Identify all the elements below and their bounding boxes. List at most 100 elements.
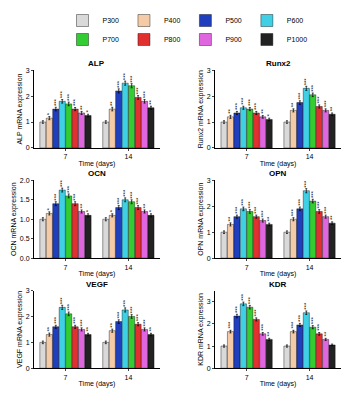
svg-text:***: *** [66, 93, 72, 101]
svg-text:***: *** [142, 319, 148, 327]
svg-text:*: * [46, 207, 52, 210]
svg-text:***: *** [297, 314, 303, 322]
svg-text:KDR mRNA expression: KDR mRNA expression [197, 293, 205, 366]
svg-text:***: *** [116, 311, 122, 319]
svg-text:***: *** [240, 97, 246, 105]
svg-text:***: *** [253, 102, 259, 110]
svg-text:***: *** [234, 206, 240, 214]
svg-text:**: ** [46, 326, 52, 331]
svg-text:***: *** [122, 189, 128, 197]
svg-text:***: *** [72, 98, 78, 106]
svg-text:***: *** [122, 299, 128, 307]
svg-text:***: *** [310, 317, 316, 325]
svg-text:***: *** [59, 297, 65, 305]
svg-text:Time (days): Time (days) [79, 270, 116, 278]
svg-text:1.0: 1.0 [20, 216, 30, 223]
svg-text:P500: P500 [225, 17, 241, 24]
svg-text:***: *** [79, 319, 85, 327]
svg-text:**: ** [79, 203, 85, 208]
svg-text:2: 2 [207, 93, 211, 100]
svg-text:**: ** [148, 326, 154, 331]
svg-text:***: *** [253, 309, 259, 317]
svg-text:2.0: 2.0 [20, 177, 30, 184]
svg-text:Runx2 mRNA expression: Runx2 mRNA expression [197, 70, 205, 148]
svg-text:***: *** [135, 87, 141, 95]
svg-text:***: *** [253, 206, 259, 214]
svg-text:**: ** [85, 326, 91, 331]
svg-text:Time (days): Time (days) [260, 380, 297, 388]
svg-text:***: *** [297, 92, 303, 100]
svg-text:***: *** [290, 209, 296, 217]
svg-text:7: 7 [64, 374, 68, 381]
svg-text:***: *** [122, 72, 128, 80]
svg-text:***: *** [316, 96, 322, 104]
svg-text:***: *** [129, 75, 135, 83]
svg-text:***: *** [247, 98, 253, 106]
svg-text:P1000: P1000 [287, 36, 307, 43]
svg-text:***: *** [135, 197, 141, 205]
svg-text:***: *** [116, 80, 122, 88]
svg-text:***: *** [129, 191, 135, 199]
svg-text:***: *** [234, 305, 240, 313]
svg-text:P600: P600 [287, 17, 303, 24]
svg-text:Runx2: Runx2 [266, 59, 291, 68]
svg-text:***: *** [297, 198, 303, 206]
svg-text:1.5: 1.5 [20, 196, 30, 203]
svg-text:***: *** [310, 190, 316, 198]
svg-text:OPN mRNA expression: OPN mRNA expression [197, 183, 205, 256]
svg-text:***: *** [53, 98, 59, 106]
svg-text:1: 1 [26, 118, 30, 125]
svg-text:*: * [46, 112, 52, 115]
svg-text:***: *** [303, 78, 309, 86]
svg-text:**: ** [109, 101, 115, 106]
svg-text:*: * [85, 209, 91, 212]
svg-text:***: *** [303, 180, 309, 188]
svg-text:***: *** [59, 179, 65, 187]
svg-text:7: 7 [64, 153, 68, 160]
svg-text:***: *** [290, 321, 296, 329]
svg-text:7: 7 [245, 153, 249, 160]
svg-text:0.0: 0.0 [20, 255, 30, 262]
svg-text:P800: P800 [164, 36, 180, 43]
svg-text:3: 3 [26, 287, 30, 294]
svg-text:OCN: OCN [88, 169, 106, 178]
svg-text:P900: P900 [225, 36, 241, 43]
svg-text:**: ** [329, 215, 335, 220]
svg-text:2: 2 [207, 203, 211, 210]
svg-text:1: 1 [207, 343, 211, 350]
svg-text:ALP: ALP [88, 59, 105, 68]
svg-text:***: *** [323, 206, 329, 214]
svg-text:***: *** [53, 193, 59, 201]
svg-text:***: *** [53, 316, 59, 324]
svg-text:***: *** [66, 185, 72, 193]
svg-text:***: *** [260, 323, 266, 331]
svg-text:***: *** [316, 201, 322, 209]
svg-text:0: 0 [207, 365, 211, 372]
svg-text:**: ** [290, 102, 296, 107]
svg-text:0: 0 [207, 144, 211, 151]
svg-text:2: 2 [26, 93, 30, 100]
svg-text:***: *** [240, 293, 246, 301]
svg-text:**: ** [227, 216, 233, 221]
svg-text:Time (days): Time (days) [260, 160, 297, 168]
svg-text:7: 7 [64, 264, 68, 271]
svg-text:0: 0 [26, 144, 30, 151]
svg-text:2: 2 [26, 313, 30, 320]
svg-text:2: 2 [207, 320, 211, 327]
svg-text:***: *** [129, 306, 135, 314]
svg-text:*: * [266, 113, 272, 116]
svg-text:***: *** [142, 91, 148, 99]
svg-text:OPN: OPN [269, 169, 287, 178]
svg-text:3: 3 [26, 67, 30, 74]
svg-text:**: ** [142, 203, 148, 208]
svg-text:3: 3 [207, 177, 211, 184]
svg-text:***: *** [135, 314, 141, 322]
svg-text:***: *** [323, 100, 329, 108]
svg-text:ALP mRNA expression: ALP mRNA expression [16, 73, 24, 144]
svg-text:14: 14 [306, 374, 314, 381]
svg-text:OCN mRNA expression: OCN mRNA expression [10, 182, 18, 256]
svg-text:0: 0 [26, 365, 30, 372]
svg-text:***: *** [72, 193, 78, 201]
svg-text:P700: P700 [103, 36, 119, 43]
svg-text:1: 1 [207, 118, 211, 125]
